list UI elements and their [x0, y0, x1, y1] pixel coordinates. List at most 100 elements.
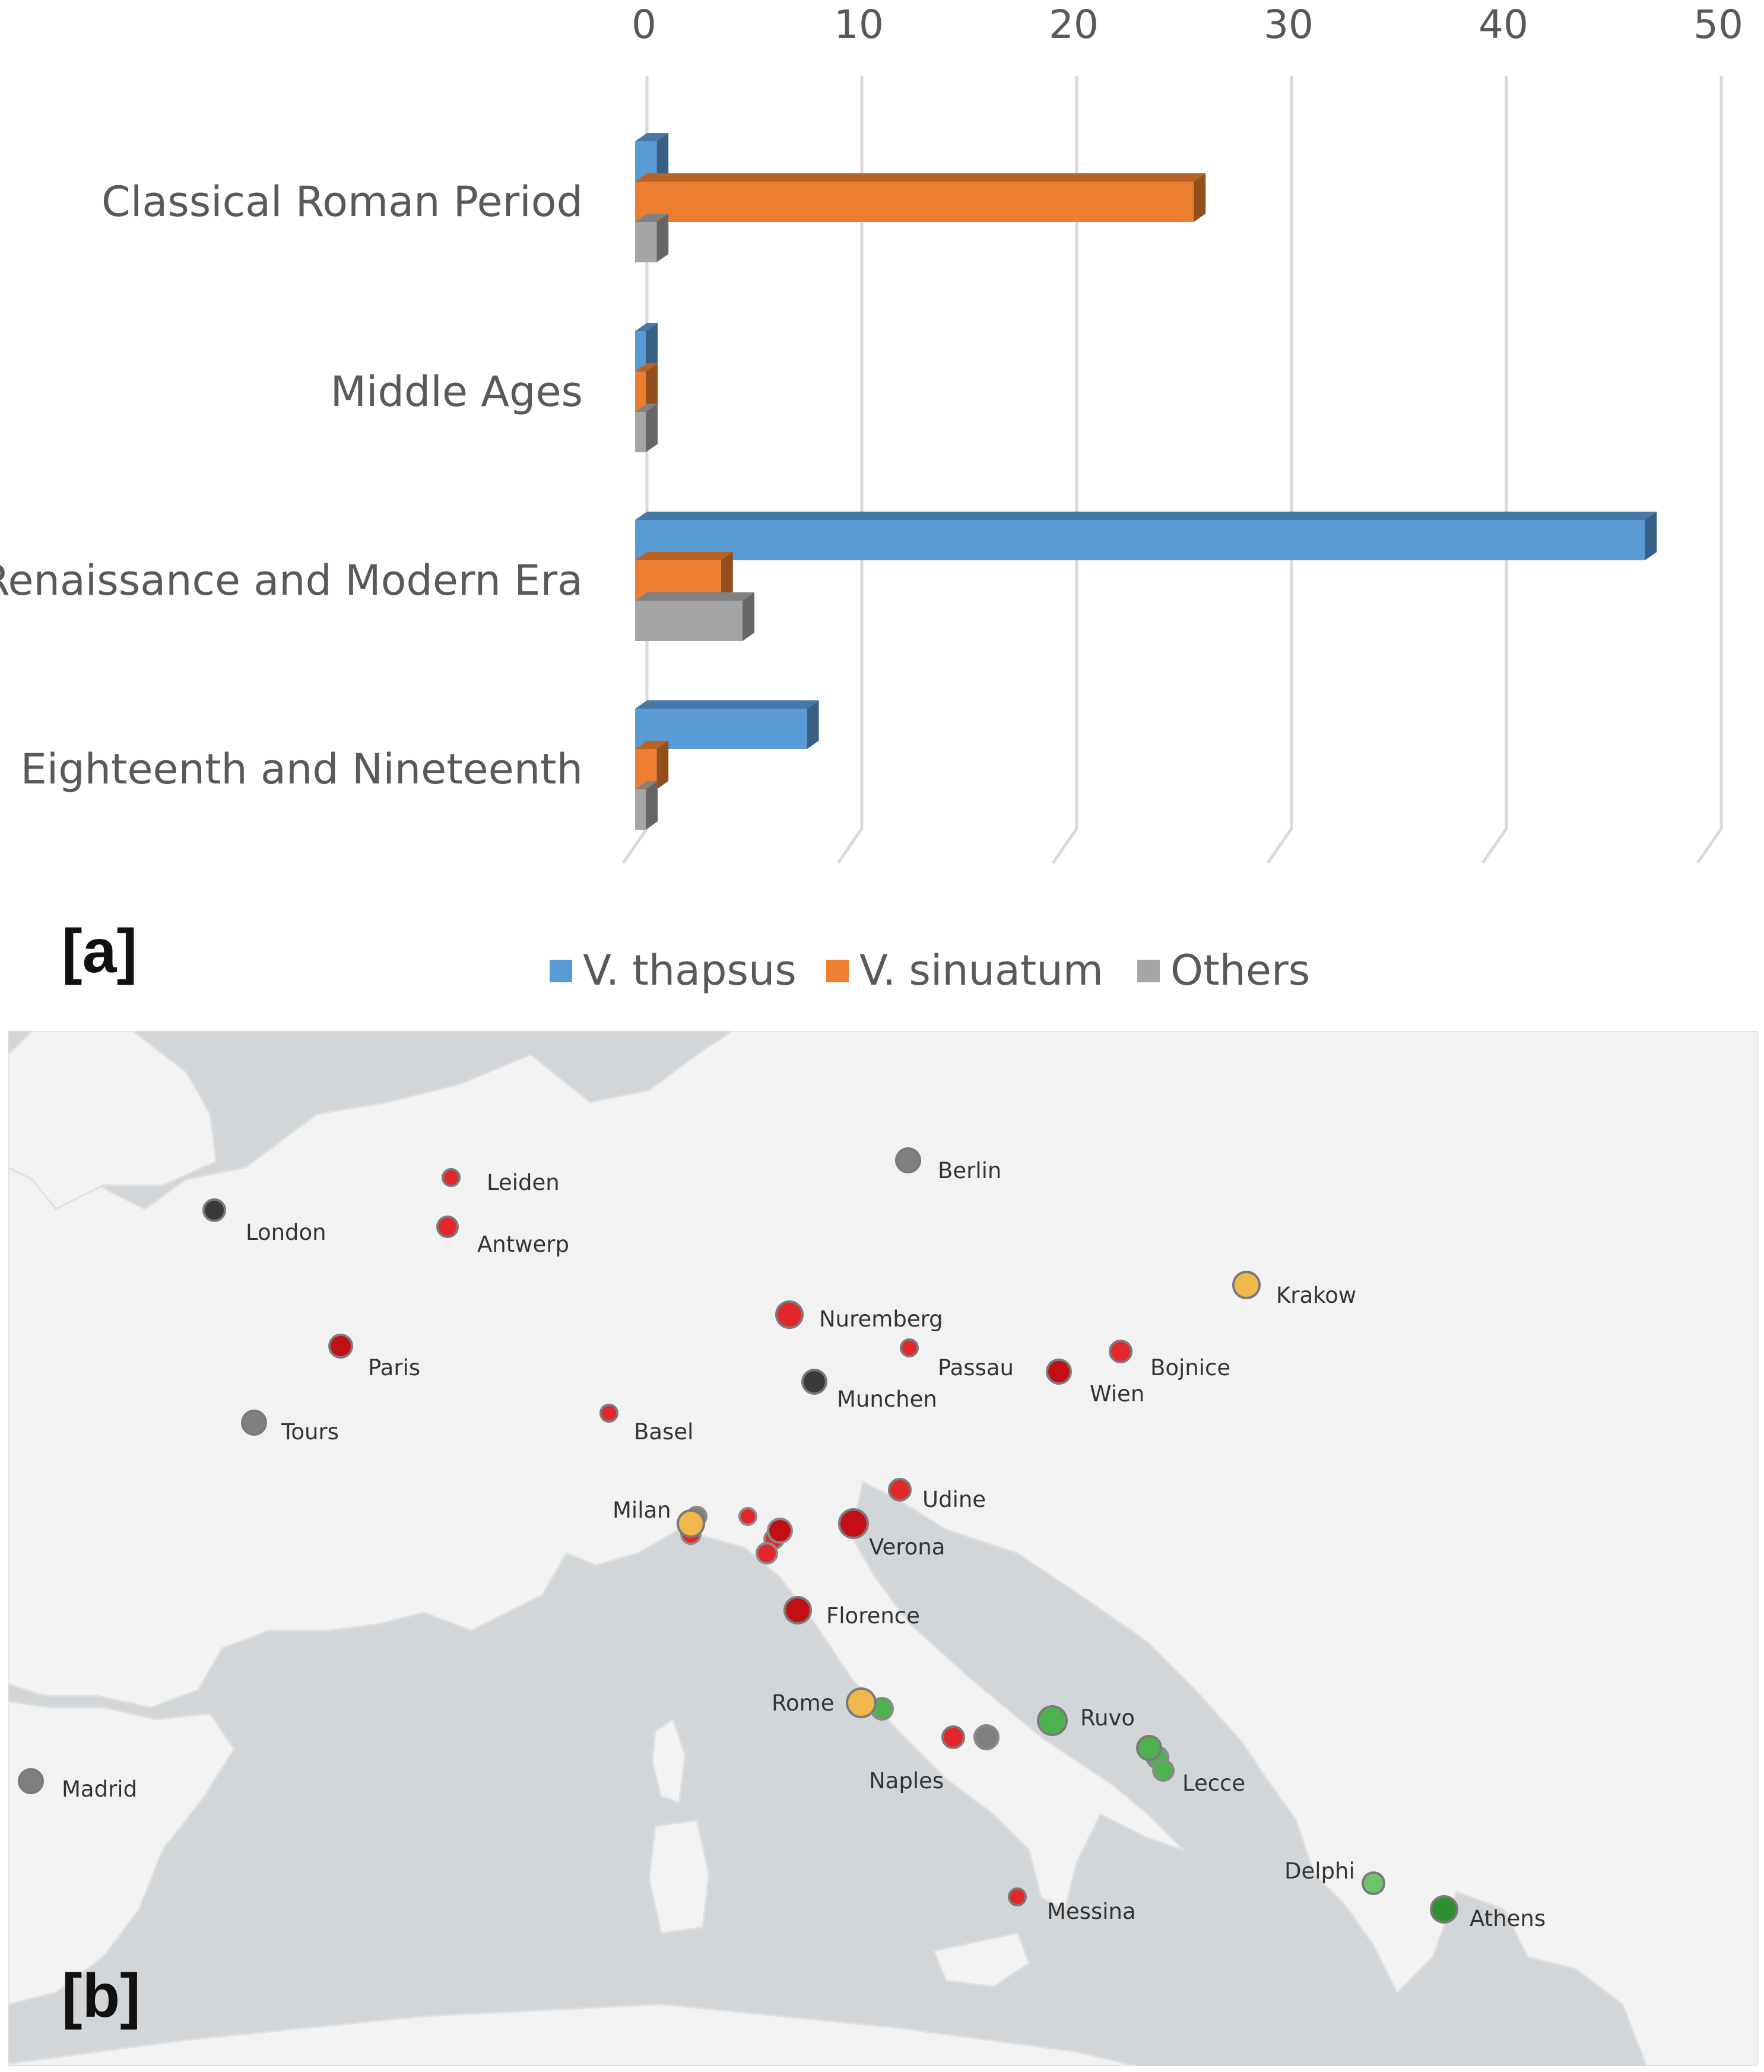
bar: [635, 214, 669, 262]
map-marker: [1008, 1887, 1027, 1906]
map-place: Antwerp: [436, 1216, 569, 1257]
map-place: Passau: [900, 1338, 1014, 1381]
map-place: Milan: [613, 1497, 793, 1565]
category-label: Classical Roman Period: [101, 177, 583, 226]
map-places: Leiden London Antwerp Berlin Krakow Nuremberg…: [18, 1147, 1546, 1931]
map-place: Madrid: [18, 1768, 137, 1802]
map-marker: [442, 1168, 461, 1187]
map-marker: [677, 1509, 705, 1538]
legend-swatch: [1137, 960, 1160, 982]
map-marker: [738, 1507, 757, 1526]
map-place-label: Tours: [281, 1419, 339, 1445]
map-place-label: Munchen: [837, 1386, 937, 1412]
land: [8, 1031, 217, 1210]
map-place: Paris: [328, 1334, 420, 1381]
map-place-label: Rome: [772, 1690, 835, 1716]
map-place: Munchen: [801, 1369, 937, 1412]
land: [8, 2003, 1137, 2066]
legend-swatch: [550, 960, 572, 982]
land: [651, 1718, 686, 1804]
land: [932, 1932, 1030, 1988]
map-marker: [775, 1300, 804, 1329]
map-marker: [941, 1725, 965, 1749]
map-place-label: Wien: [1090, 1381, 1144, 1407]
category-label: Renaissance and Modern Era: [0, 556, 583, 605]
map-place: Florence: [783, 1596, 920, 1629]
map-place: Ruvo: [973, 1705, 1135, 1750]
map-marker: [328, 1334, 353, 1359]
land: [8, 1700, 235, 2006]
x-tick-label: 50: [1693, 2, 1743, 47]
map-place: Delphi: [1284, 1858, 1385, 1895]
land: [8, 1031, 1758, 2066]
map-marker: [599, 1404, 618, 1423]
legend-swatch: [826, 960, 849, 982]
map-marker: [783, 1596, 812, 1624]
map-place-label: Nuremberg: [819, 1306, 943, 1332]
map-place: Athens: [1430, 1895, 1546, 1931]
bars: [635, 133, 1657, 830]
category-label: Middle Ages: [331, 367, 583, 416]
map-marker: [436, 1216, 459, 1238]
map-place-label: London: [246, 1220, 326, 1245]
x-tick-label: 30: [1264, 2, 1314, 47]
bar: [635, 404, 658, 452]
map-marker: [1362, 1871, 1385, 1895]
map-marker: [1152, 1759, 1175, 1782]
map-place-label: Ruvo: [1080, 1705, 1135, 1731]
bar: [635, 323, 658, 372]
map-place: Naples: [869, 1725, 965, 1794]
legend-label: V. thapsus: [583, 946, 797, 995]
map-place: Verona: [838, 1508, 945, 1560]
map-marker: [801, 1369, 827, 1395]
legend-label: Others: [1170, 946, 1310, 995]
map-place-label: Florence: [826, 1603, 920, 1629]
map-place-label: Basel: [634, 1419, 693, 1445]
map-place: Lecce: [1136, 1735, 1245, 1796]
map-place: Basel: [599, 1404, 693, 1445]
gridline: [1481, 76, 1508, 864]
map-marker: [888, 1478, 912, 1502]
map-place-label: Krakow: [1276, 1283, 1356, 1308]
bar: [635, 781, 658, 830]
map-place: London: [202, 1198, 326, 1245]
map-marker: [1136, 1735, 1162, 1761]
gridline: [1051, 76, 1078, 864]
map-place: Krakow: [1232, 1271, 1356, 1308]
map-marker: [767, 1518, 793, 1544]
map-place: Udine: [888, 1478, 986, 1512]
map-place: Nuremberg: [775, 1300, 943, 1332]
map-marker: [838, 1508, 869, 1539]
map-panel: Leiden London Antwerp Berlin Krakow Nuremberg…: [8, 1031, 1758, 2066]
gridline: [836, 76, 864, 864]
map-marker: [895, 1147, 921, 1173]
category-label: Eighteenth and Nineteenth: [21, 745, 583, 794]
map-marker: [202, 1198, 226, 1222]
legend: V. thapsus V. sinuatum Others: [550, 946, 1310, 995]
map-place-label: Lecce: [1182, 1770, 1245, 1796]
map-place-label: Madrid: [62, 1776, 137, 1802]
map-place: Tours: [241, 1410, 339, 1445]
map-marker: [756, 1542, 778, 1565]
map-place: Leiden: [442, 1168, 560, 1195]
x-tick-label: 20: [1049, 2, 1099, 47]
category-labels: Classical Roman Period Middle Ages Renaiss…: [0, 177, 583, 794]
map-place: Wien: [1046, 1359, 1144, 1407]
map-place-label: Passau: [938, 1355, 1014, 1381]
map-place: Rome: [772, 1687, 894, 1721]
map-marker: [846, 1687, 877, 1718]
map-place-label: Berlin: [938, 1158, 1001, 1183]
map-place-label: Messina: [1047, 1899, 1136, 1924]
x-tick-label: 0: [632, 2, 656, 47]
map-place: Berlin: [895, 1147, 1001, 1183]
x-axis-ticks: 0 10 20 30 40 50: [632, 2, 1743, 47]
gridline: [1266, 76, 1293, 864]
panel-label-a: [a]: [62, 917, 137, 986]
bar: [635, 173, 1206, 222]
map-marker: [241, 1410, 267, 1436]
land: [648, 1819, 710, 1934]
x-tick-label: 10: [834, 2, 884, 47]
x-tick-label: 40: [1479, 2, 1528, 47]
map-place: Bojnice: [1109, 1340, 1230, 1381]
bar: [635, 700, 819, 749]
